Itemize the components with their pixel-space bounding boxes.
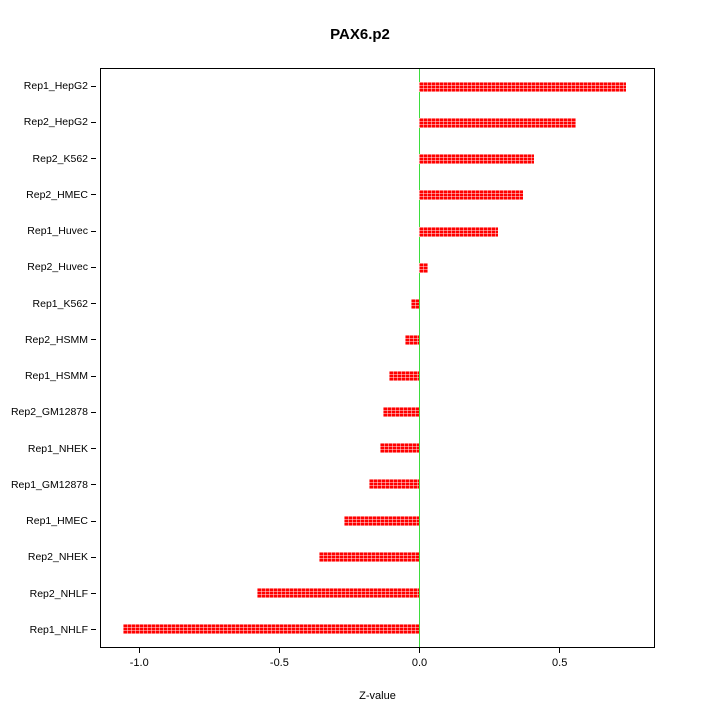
x-tick-mark [278,648,280,653]
y-tick-mark [91,593,96,595]
y-tick-label: Rep1_HepG2 [23,80,88,93]
x-tick-mark [138,648,140,653]
plot-area [100,68,655,648]
bar-Rep1_HSMM [388,371,420,382]
bar-Rep2_Huvec [419,262,428,273]
y-tick-label: Rep2_NHEK [27,551,88,564]
y-tick-mark [91,85,96,87]
y-tick-mark [91,411,96,413]
bar-Rep2_NHEK [318,551,420,562]
bar-Rep1_HMEC [343,515,420,526]
x-axis-label: Z-value [359,690,396,702]
y-tick-label: Rep1_NHLF [29,623,88,636]
y-tick-label: Rep1_Huvec [27,225,88,238]
bar-Rep2_NHLF [257,587,420,598]
y-tick-label: Rep2_K562 [32,152,88,165]
chart-title: PAX6.p2 [330,26,390,43]
y-tick-mark [91,194,96,196]
bar-Rep1_HepG2 [419,82,627,93]
y-tick-mark [91,158,96,160]
x-tick-mark [419,648,421,653]
x-tick-label: 0.5 [552,657,568,669]
x-tick-label: -0.5 [269,657,289,669]
y-tick-label: Rep1_GM12878 [10,478,88,491]
bar-Rep2_K562 [419,154,534,165]
bar-Rep2_HSMM [405,334,420,345]
y-tick-label: Rep1_HMEC [26,515,88,528]
y-tick-mark [91,303,96,305]
bar-Rep1_NHEK [380,443,420,454]
y-tick-mark [91,556,96,558]
x-tick-label: 0.0 [411,657,428,669]
bar-Rep2_HMEC [419,190,523,201]
x-tick-mark [559,648,561,653]
y-tick-label: Rep2_HMEC [26,188,88,201]
y-tick-label: Rep2_NHLF [29,587,88,600]
bar-Rep2_HepG2 [419,118,576,129]
y-tick-label: Rep1_HSMM [24,370,88,383]
y-tick-mark [91,266,96,268]
y-tick-mark [91,520,96,522]
y-tick-mark [91,339,96,341]
bar-Rep1_K562 [411,298,420,309]
zero-reference-line [418,69,420,647]
y-axis: Rep1_HepG2 Rep2_HepG2 Rep2_K562 Rep2_HMEC Re… [0,68,96,648]
y-tick-label: Rep2_Huvec [27,261,88,274]
y-tick-label: Rep2_GM12878 [10,406,88,419]
y-tick-mark [91,629,96,631]
x-tick-label: -1.0 [129,657,149,669]
x-axis: -1.0 -0.5 0.0 0.5 [100,648,655,688]
y-tick-label: Rep1_K562 [32,297,88,310]
y-tick-label: Rep2_HSMM [24,333,88,346]
y-tick-mark [91,230,96,232]
y-tick-label: Rep2_HepG2 [23,116,88,129]
bar-Rep1_GM12878 [369,479,420,490]
bar-Rep1_Huvec [419,226,498,237]
y-tick-label: Rep1_NHEK [27,442,88,455]
y-tick-mark [91,484,96,486]
y-tick-mark [91,375,96,377]
y-tick-mark [91,448,96,450]
bar-Rep2_GM12878 [383,407,420,418]
y-tick-mark [91,121,96,123]
bar-Rep1_NHLF [123,623,420,634]
